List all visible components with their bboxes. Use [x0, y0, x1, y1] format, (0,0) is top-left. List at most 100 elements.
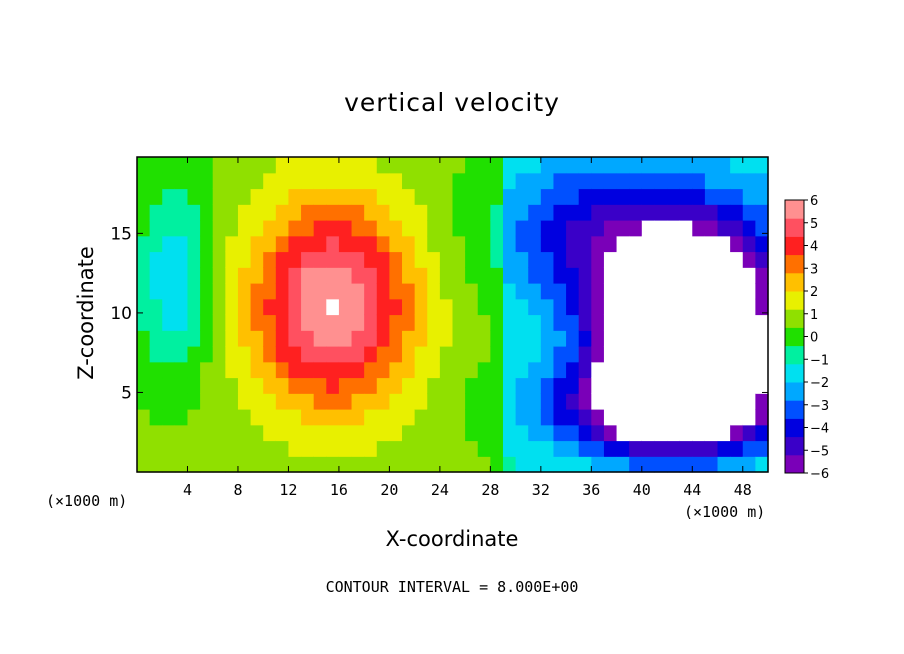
heatmap-cell	[301, 330, 315, 347]
heatmap-cell	[515, 424, 529, 442]
heatmap-cell	[704, 220, 719, 237]
heatmap-cell	[603, 172, 618, 190]
heatmap-cell	[477, 346, 491, 363]
heatmap-cell	[351, 424, 365, 442]
heatmap-cell	[629, 172, 643, 190]
heatmap-cell	[237, 346, 252, 363]
heatmap-cell	[137, 172, 151, 190]
heatmap-cell	[402, 235, 416, 253]
heatmap-cell	[528, 283, 542, 300]
heatmap-cell	[692, 220, 706, 237]
heatmap-cell	[490, 314, 504, 331]
heatmap-cell	[187, 377, 201, 394]
heatmap-cell	[528, 188, 542, 205]
heatmap-cell	[212, 424, 226, 442]
heatmap-cell	[414, 298, 428, 316]
heatmap-cell	[477, 393, 491, 410]
heatmap-cell	[603, 157, 618, 174]
heatmap-cell	[742, 393, 756, 410]
heatmap-cell	[566, 361, 580, 379]
heatmap-cell	[717, 298, 731, 316]
heatmap-cell	[667, 188, 681, 205]
heatmap-cell	[730, 172, 744, 190]
heatmap-cell	[528, 456, 542, 473]
heatmap-cell	[477, 409, 491, 426]
heatmap-cell	[288, 283, 302, 300]
heatmap-cell	[200, 220, 214, 237]
heatmap-cell	[263, 377, 277, 394]
heatmap-cell	[465, 346, 479, 363]
heatmap-cell	[692, 204, 706, 221]
heatmap-cell	[692, 409, 706, 426]
heatmap-cell	[502, 424, 517, 442]
heatmap-cell	[414, 235, 428, 253]
heatmap-cell	[515, 204, 529, 221]
heatmap-cell	[717, 283, 731, 300]
heatmap-cell	[313, 456, 327, 473]
heatmap-cell	[515, 440, 529, 457]
heatmap-cell	[502, 188, 517, 205]
heatmap-cell	[212, 393, 226, 410]
heatmap-cell	[376, 172, 390, 190]
heatmap-cell	[667, 409, 681, 426]
heatmap-cell	[263, 172, 277, 190]
heatmap-cell	[616, 346, 630, 363]
heatmap-cell	[137, 330, 151, 347]
heatmap-cell	[452, 440, 466, 457]
heatmap-cell	[654, 424, 668, 442]
heatmap-cell	[755, 188, 769, 205]
colorbar-label: 4	[810, 240, 818, 255]
heatmap-cell	[578, 393, 592, 410]
heatmap-cell	[679, 377, 693, 394]
heatmap-cell	[730, 188, 744, 205]
heatmap-cell	[275, 157, 290, 174]
heatmap-cell	[427, 251, 441, 268]
heatmap-cell	[502, 314, 517, 331]
heatmap-cell	[149, 220, 163, 237]
heatmap-cell	[364, 220, 378, 237]
heatmap-cell	[477, 267, 491, 284]
heatmap-cell	[338, 204, 353, 221]
heatmap-cell	[704, 188, 719, 205]
heatmap-cell	[313, 220, 327, 237]
heatmap-cell	[465, 172, 479, 190]
heatmap-cell	[162, 188, 176, 205]
heatmap-cell	[629, 346, 643, 363]
heatmap-cell	[742, 409, 756, 426]
heatmap-cell	[553, 440, 567, 457]
heatmap-cell	[704, 361, 719, 379]
heatmap-cell	[389, 409, 403, 426]
heatmap-cell	[237, 157, 252, 174]
heatmap-cell	[654, 440, 668, 457]
y-tick-label: 15	[110, 224, 132, 244]
heatmap-cell	[540, 409, 555, 426]
heatmap-cell	[364, 456, 378, 473]
colorbar-swatch	[785, 345, 804, 365]
heatmap-cell	[225, 172, 239, 190]
heatmap-cell	[301, 377, 315, 394]
heatmap-cell	[528, 393, 542, 410]
heatmap-cell	[528, 330, 542, 347]
heatmap-cell	[578, 220, 592, 237]
heatmap-cell	[528, 346, 542, 363]
heatmap-cell	[237, 298, 252, 316]
heatmap-cell	[679, 220, 693, 237]
heatmap-cell	[288, 440, 302, 457]
heatmap-cell	[591, 346, 605, 363]
heatmap-cell	[641, 235, 656, 253]
heatmap-cell	[490, 172, 504, 190]
heatmap-cell	[376, 346, 390, 363]
heatmap-cell	[502, 157, 517, 174]
heatmap-cell	[338, 393, 353, 410]
heatmap-cell	[137, 377, 151, 394]
heatmap-cell	[212, 314, 226, 331]
heatmap-cell	[187, 220, 201, 237]
heatmap-cell	[376, 361, 390, 379]
heatmap-cell	[338, 424, 353, 442]
heatmap-cell	[402, 188, 416, 205]
heatmap-cell	[162, 377, 176, 394]
heatmap-cell	[301, 440, 315, 457]
heatmap-cell	[212, 157, 226, 174]
heatmap-cell	[578, 330, 592, 347]
heatmap-cell	[364, 314, 378, 331]
